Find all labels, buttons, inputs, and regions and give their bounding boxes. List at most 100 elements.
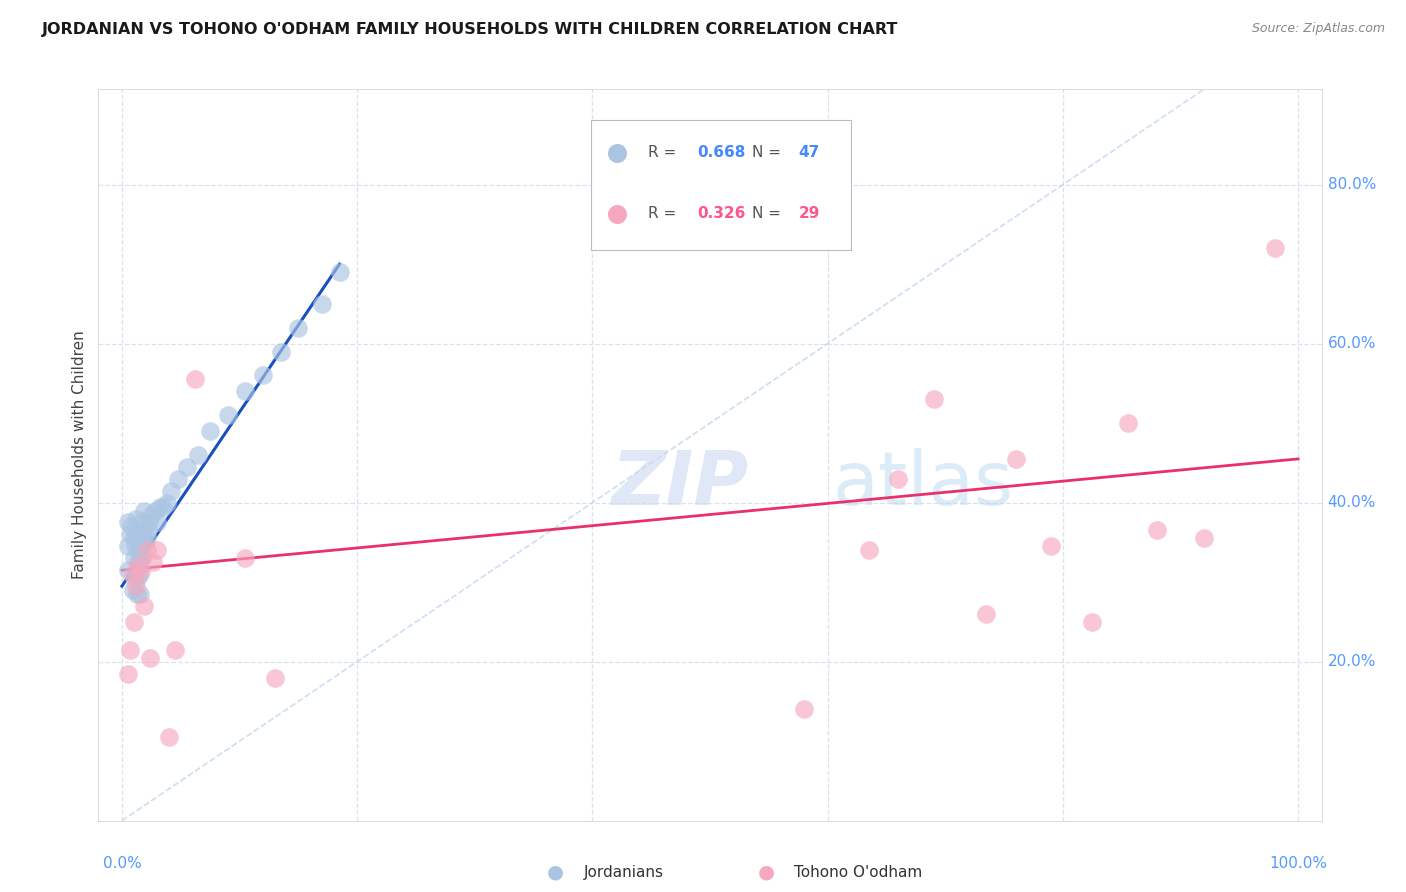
- Point: [122, 551, 145, 566]
- Point: [287, 320, 309, 334]
- Point: [127, 559, 149, 574]
- Point: [117, 666, 139, 681]
- Point: [1004, 451, 1026, 466]
- Point: [129, 535, 152, 549]
- Point: [124, 539, 146, 553]
- Point: [128, 567, 150, 582]
- Point: [139, 650, 162, 665]
- Text: 0.326: 0.326: [697, 206, 745, 221]
- Point: [263, 671, 285, 685]
- Point: [138, 516, 160, 530]
- Point: [149, 500, 172, 514]
- Point: [135, 532, 157, 546]
- Point: [311, 297, 333, 311]
- Text: R =: R =: [648, 206, 681, 221]
- Point: [1040, 539, 1063, 553]
- Text: 20.0%: 20.0%: [1327, 654, 1376, 669]
- Point: [156, 495, 179, 509]
- Point: [163, 642, 186, 657]
- Point: [128, 587, 150, 601]
- Point: [143, 503, 166, 517]
- Text: 100.0%: 100.0%: [1270, 856, 1327, 871]
- Point: [922, 392, 945, 407]
- Point: [120, 527, 142, 541]
- Point: [167, 472, 190, 486]
- Point: [887, 472, 910, 486]
- Point: [793, 702, 815, 716]
- Text: 40.0%: 40.0%: [1327, 495, 1376, 510]
- Text: 0.0%: 0.0%: [103, 856, 142, 871]
- Point: [328, 265, 350, 279]
- Point: [1116, 416, 1139, 430]
- Point: [122, 532, 145, 546]
- Point: [160, 483, 183, 498]
- Point: [131, 535, 153, 549]
- Text: N =: N =: [752, 206, 786, 221]
- Text: atlas: atlas: [832, 448, 1014, 521]
- Point: [1081, 615, 1104, 629]
- Text: ZIP: ZIP: [612, 448, 749, 521]
- Point: [117, 516, 139, 530]
- Point: [120, 642, 142, 657]
- Point: [184, 372, 207, 386]
- Point: [141, 555, 163, 569]
- Point: [120, 519, 142, 533]
- Text: Jordanians: Jordanians: [583, 865, 664, 880]
- Point: [125, 527, 148, 541]
- Point: [127, 555, 149, 569]
- Point: [235, 551, 257, 566]
- Text: 80.0%: 80.0%: [1327, 178, 1376, 192]
- Point: [1146, 524, 1168, 538]
- Point: [127, 543, 149, 558]
- Text: 60.0%: 60.0%: [1327, 336, 1376, 351]
- Text: N =: N =: [752, 145, 786, 161]
- Point: [176, 459, 198, 474]
- Text: JORDANIAN VS TOHONO O'ODHAM FAMILY HOUSEHOLDS WITH CHILDREN CORRELATION CHART: JORDANIAN VS TOHONO O'ODHAM FAMILY HOUSE…: [42, 22, 898, 37]
- Text: R =: R =: [648, 145, 681, 161]
- Point: [1264, 241, 1286, 255]
- Point: [125, 511, 148, 525]
- Point: [1192, 532, 1215, 546]
- Point: [146, 543, 169, 558]
- Point: [141, 508, 163, 522]
- Text: Source: ZipAtlas.com: Source: ZipAtlas.com: [1251, 22, 1385, 36]
- Point: [605, 145, 627, 160]
- Point: [217, 408, 239, 422]
- Text: ●: ●: [758, 863, 775, 882]
- Point: [127, 587, 149, 601]
- Point: [121, 583, 143, 598]
- Text: 47: 47: [799, 145, 820, 161]
- Point: [121, 567, 143, 582]
- Point: [132, 527, 155, 541]
- Point: [134, 599, 156, 613]
- Point: [129, 563, 152, 577]
- Point: [129, 551, 152, 566]
- Point: [146, 516, 169, 530]
- Point: [117, 563, 139, 577]
- Text: 29: 29: [799, 206, 820, 221]
- Text: ●: ●: [547, 863, 564, 882]
- Point: [858, 543, 880, 558]
- Point: [157, 730, 180, 744]
- Point: [131, 551, 153, 566]
- Point: [134, 535, 156, 549]
- Point: [252, 368, 274, 383]
- Point: [135, 543, 157, 558]
- Point: [152, 500, 174, 514]
- Point: [270, 344, 292, 359]
- Point: [122, 615, 145, 629]
- Point: [127, 571, 149, 585]
- Point: [235, 384, 257, 399]
- Y-axis label: Family Households with Children: Family Households with Children: [72, 331, 87, 579]
- Point: [605, 206, 627, 220]
- Point: [132, 516, 155, 530]
- Text: Tohono O'odham: Tohono O'odham: [794, 865, 922, 880]
- Point: [187, 448, 209, 462]
- Point: [125, 579, 148, 593]
- Point: [117, 539, 139, 553]
- Point: [134, 503, 156, 517]
- Point: [136, 524, 159, 538]
- Point: [198, 424, 221, 438]
- Point: [122, 571, 145, 585]
- Text: 0.668: 0.668: [697, 145, 745, 161]
